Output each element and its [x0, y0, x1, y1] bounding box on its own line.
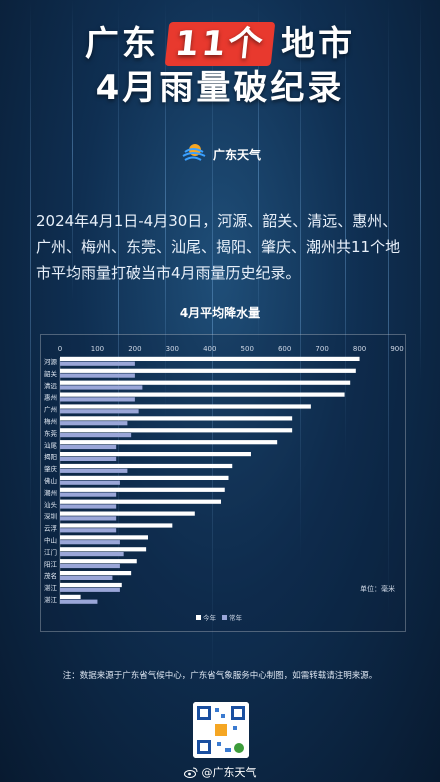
weibo-handle: @广东天气 [201, 766, 257, 779]
bar-this-year-2 [60, 380, 351, 385]
bar-normal-9 [60, 468, 128, 473]
headline-part-1: 广东 [84, 24, 159, 64]
bar-this-year-9 [60, 463, 233, 469]
bar-normal-3 [60, 397, 135, 402]
bar-normal-19 [60, 587, 120, 592]
bar-this-year-0 [60, 356, 360, 361]
weibo-icon [183, 767, 197, 778]
bar-normal-7 [60, 444, 117, 450]
category-label-17: 阳江 [44, 559, 58, 568]
bar-this-year-3 [60, 392, 345, 397]
bar-normal-15 [60, 540, 120, 545]
brand: 广东天气 [0, 140, 440, 168]
category-label-15: 中山 [44, 536, 57, 545]
x-tick-label-4: 400 [203, 345, 216, 353]
bar-normal-11 [60, 492, 117, 497]
weather-logo-icon [182, 144, 206, 161]
category-label-6: 东莞 [44, 428, 58, 437]
category-label-16: 江门 [44, 547, 57, 556]
category-label-3: 惠州 [44, 393, 57, 402]
x-tick-label-9: 900 [390, 345, 403, 353]
unit-label: 单位：毫米 [360, 584, 395, 593]
category-label-10: 佛山 [44, 476, 57, 485]
x-tick-label-7: 700 [315, 345, 328, 353]
bar-normal-18 [60, 575, 113, 580]
bar-normal-1 [60, 373, 135, 378]
headline-line-2: 4月雨量破纪录 [95, 68, 345, 108]
legend-swatch-0 [196, 615, 201, 620]
footnote: 注：数据来源于广东省气候中心，广东省气象服务中心制图，如需转载请注明来源。 [62, 671, 378, 681]
description-text: 2024年4月1日-4月30日，河源、韶关、清远、惠州、广州、梅州、东莞、汕尾、… [36, 212, 401, 282]
bar-normal-5 [60, 421, 128, 426]
bar-normal-17 [60, 563, 120, 569]
x-tick-label-1: 100 [91, 345, 104, 353]
bar-normal-10 [60, 480, 120, 485]
x-tick-label-6: 600 [278, 345, 291, 353]
category-label-8: 揭阳 [44, 452, 57, 461]
category-label-2: 清远 [44, 381, 58, 390]
x-tick-label-0: 0 [58, 345, 62, 353]
bar-this-year-4 [60, 404, 311, 409]
category-label-11: 潮州 [44, 488, 57, 497]
bar-normal-2 [60, 385, 143, 390]
bar-normal-0 [60, 361, 135, 366]
category-label-20: 湛江 [44, 596, 58, 604]
weibo-signature: @广东天气 [0, 764, 440, 780]
rainfall-bar-chart: 0 100 200 300 400 500 600 700 800 900 河源韶关清远惠州广州梅州… [44, 345, 404, 622]
bar-this-year-10 [60, 475, 229, 480]
bar-normal-4 [60, 409, 139, 414]
x-tick-label-8: 800 [353, 345, 366, 353]
headline-number-badge: 11个 [164, 22, 276, 66]
category-label-0: 河源 [44, 357, 58, 366]
bar-this-year-11 [60, 487, 225, 492]
bar-this-year-12 [60, 499, 222, 504]
bar-normal-6 [60, 433, 132, 438]
bar-normal-14 [60, 528, 117, 533]
qr-code-icon [193, 702, 249, 758]
bar-this-year-14 [60, 523, 173, 528]
bar-normal-12 [60, 504, 117, 509]
legend-label-1: 常年 [229, 613, 243, 622]
bar-this-year-19 [60, 582, 122, 588]
legend-swatch-1 [222, 615, 227, 620]
headline: 广东 11个 地市 4月雨量破纪录 [0, 22, 440, 110]
category-label-5: 梅州 [44, 417, 57, 426]
bar-this-year-6 [60, 428, 293, 433]
category-label-19: 湛江 [44, 584, 58, 592]
bar-this-year-20 [60, 594, 81, 599]
category-label-9: 肇庆 [44, 464, 58, 473]
category-label-1: 韶关 [44, 369, 58, 378]
headline-part-2: 地市 [281, 24, 356, 64]
bar-this-year-16 [60, 547, 147, 552]
category-label-18: 茂名 [44, 571, 57, 580]
x-tick-label-3: 300 [166, 345, 179, 353]
bar-this-year-8 [60, 452, 251, 457]
bar-this-year-18 [60, 571, 132, 576]
legend-label-0: 今年 [203, 613, 217, 622]
x-tick-label-5: 500 [241, 345, 254, 353]
x-tick-label-2: 200 [128, 345, 141, 353]
bar-normal-13 [60, 516, 117, 521]
bar-normal-8 [60, 456, 117, 461]
bar-this-year-5 [60, 416, 293, 421]
chart-title: 4月平均降水量 [179, 306, 261, 320]
bar-normal-16 [60, 552, 124, 557]
category-label-7: 汕尾 [44, 440, 58, 449]
category-label-14: 云浮 [44, 524, 58, 533]
bar-this-year-17 [60, 559, 137, 564]
bar-this-year-1 [60, 368, 356, 373]
category-label-12: 汕头 [44, 500, 58, 509]
brand-name: 广东天气 [212, 147, 261, 162]
bar-this-year-13 [60, 511, 195, 516]
category-label-4: 广州 [44, 405, 57, 414]
bar-this-year-15 [60, 535, 148, 540]
category-label-13: 深圳 [44, 512, 57, 521]
bar-normal-20 [60, 599, 98, 604]
headline-line-1: 广东 11个 地市 [0, 22, 440, 66]
bar-this-year-7 [60, 440, 278, 445]
